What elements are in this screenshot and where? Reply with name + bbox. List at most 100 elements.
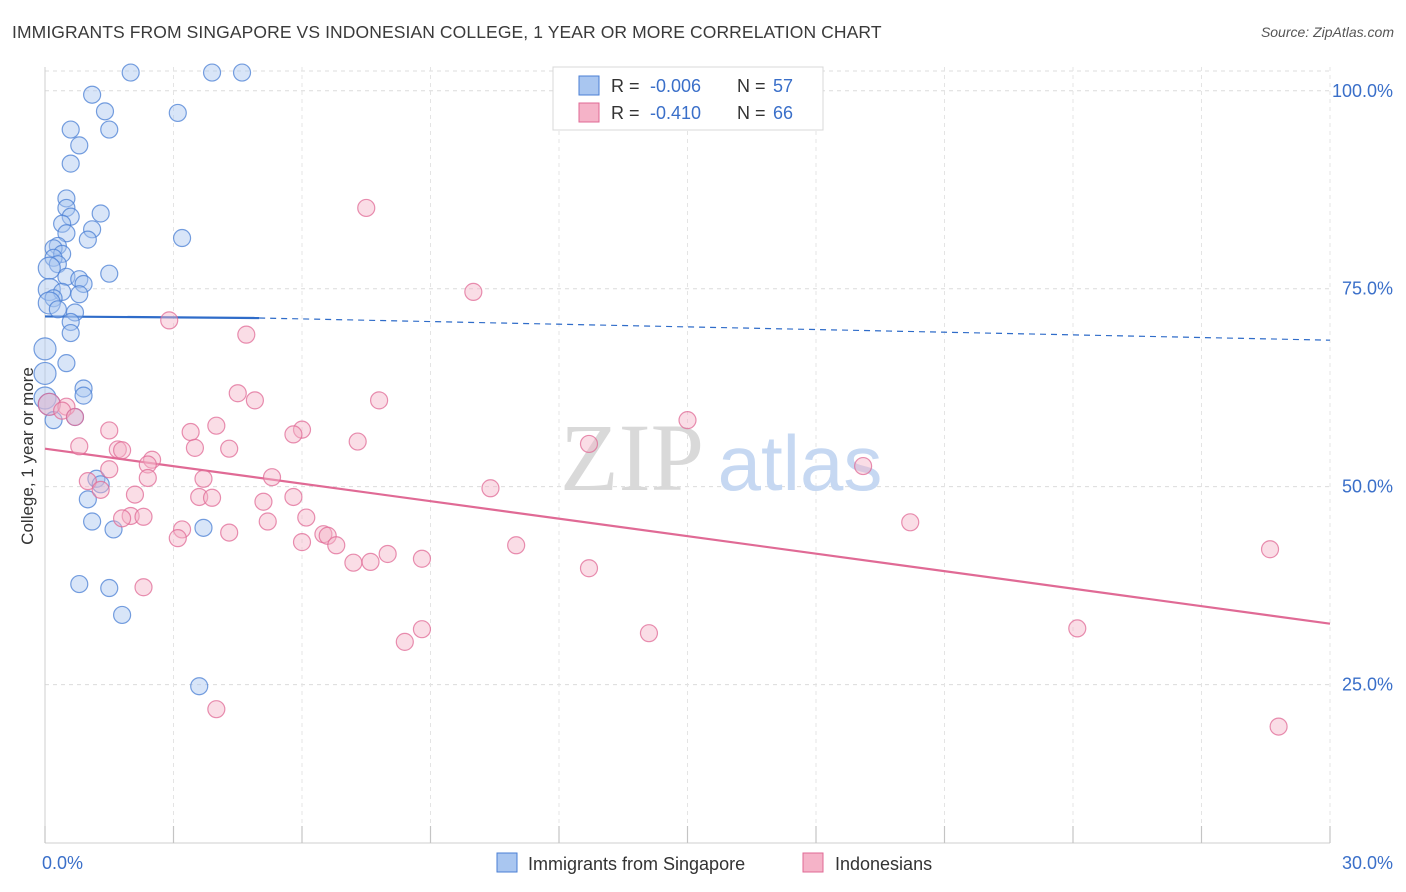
point-indonesians bbox=[138, 468, 157, 488]
point-indonesians bbox=[258, 512, 277, 531]
data-points bbox=[33, 63, 1288, 736]
point-singapore bbox=[70, 285, 89, 304]
point-indonesians bbox=[357, 198, 376, 218]
point-singapore bbox=[91, 204, 110, 223]
chart-title: IMMIGRANTS FROM SINGAPORE VS INDONESIAN … bbox=[12, 22, 882, 42]
point-indonesians bbox=[237, 325, 256, 344]
point-singapore bbox=[53, 244, 72, 263]
point-singapore bbox=[37, 291, 61, 315]
legend-n-label-pink: N = bbox=[737, 103, 766, 123]
legend-bottom-label-pink: Indonesians bbox=[835, 854, 932, 874]
point-singapore bbox=[57, 224, 76, 243]
point-singapore bbox=[57, 354, 76, 373]
point-indonesians bbox=[138, 455, 157, 474]
point-indonesians bbox=[112, 441, 132, 460]
point-indonesians bbox=[579, 559, 599, 578]
point-indonesians bbox=[579, 434, 599, 454]
point-indonesians bbox=[464, 282, 483, 301]
point-singapore bbox=[33, 337, 57, 361]
point-singapore bbox=[121, 63, 140, 82]
point-singapore bbox=[190, 677, 209, 696]
point-indonesians bbox=[220, 439, 239, 458]
trend-line-singapore bbox=[44, 315, 260, 320]
point-singapore bbox=[61, 323, 80, 343]
y-tick-labels: 100.0% 75.0% 50.0% 25.0% bbox=[1332, 81, 1393, 695]
legend-swatch-blue bbox=[578, 75, 600, 96]
point-indonesians bbox=[134, 507, 153, 526]
legend-bottom-swatch-blue bbox=[496, 852, 518, 873]
legend-r-label-blue: R = bbox=[611, 76, 640, 96]
point-indonesians bbox=[284, 487, 303, 507]
point-singapore bbox=[112, 605, 132, 625]
point-indonesians bbox=[292, 420, 312, 439]
point-indonesians bbox=[854, 456, 873, 476]
point-indonesians bbox=[1269, 717, 1288, 736]
point-singapore bbox=[48, 300, 67, 319]
legend-r-value-blue: -0.006 bbox=[650, 76, 701, 96]
point-singapore bbox=[83, 512, 102, 531]
point-indonesians bbox=[194, 469, 213, 488]
series-singapore-points bbox=[33, 63, 252, 696]
legend-bottom: Immigrants from Singapore Indonesians bbox=[496, 852, 932, 874]
point-singapore bbox=[37, 256, 61, 280]
point-indonesians bbox=[1068, 619, 1087, 638]
point-singapore bbox=[74, 379, 93, 398]
point-singapore bbox=[172, 228, 192, 248]
point-singapore bbox=[202, 63, 222, 82]
legend-n-value-blue: 57 bbox=[773, 76, 793, 96]
point-singapore bbox=[70, 574, 89, 594]
point-singapore bbox=[100, 264, 119, 283]
point-indonesians bbox=[344, 553, 363, 572]
point-indonesians bbox=[100, 460, 119, 479]
point-indonesians bbox=[370, 391, 389, 410]
point-indonesians bbox=[245, 391, 264, 410]
point-singapore bbox=[83, 220, 102, 239]
point-indonesians bbox=[678, 411, 697, 430]
point-singapore bbox=[194, 518, 213, 537]
point-indonesians bbox=[297, 508, 316, 527]
point-singapore bbox=[57, 189, 76, 208]
point-indonesians bbox=[412, 620, 432, 639]
point-indonesians bbox=[395, 632, 414, 651]
point-indonesians bbox=[91, 480, 110, 499]
point-indonesians bbox=[284, 425, 303, 444]
point-indonesians bbox=[481, 479, 500, 498]
point-singapore bbox=[100, 578, 119, 598]
point-indonesians bbox=[78, 472, 97, 491]
point-singapore bbox=[232, 63, 252, 82]
legend-bottom-label-blue: Immigrants from Singapore bbox=[528, 854, 745, 874]
y-tick-label: 25.0% bbox=[1342, 675, 1393, 695]
point-indonesians bbox=[639, 624, 659, 643]
point-indonesians bbox=[134, 578, 153, 597]
y-tick-label: 75.0% bbox=[1342, 279, 1393, 299]
point-indonesians bbox=[262, 468, 282, 487]
point-indonesians bbox=[65, 407, 85, 427]
point-indonesians bbox=[378, 544, 397, 564]
point-indonesians bbox=[901, 513, 920, 532]
point-singapore bbox=[74, 386, 93, 405]
point-indonesians bbox=[112, 509, 132, 528]
point-singapore bbox=[53, 214, 72, 233]
x-tick-label: 30.0% bbox=[1342, 853, 1393, 873]
point-indonesians bbox=[185, 438, 205, 457]
point-singapore bbox=[100, 120, 119, 139]
y-axis-label: College, 1 year or more bbox=[18, 367, 37, 545]
point-indonesians bbox=[70, 437, 89, 456]
trend-lines bbox=[44, 315, 1331, 625]
point-indonesians bbox=[37, 392, 61, 416]
series-indonesians-points bbox=[37, 198, 1288, 736]
point-indonesians bbox=[507, 536, 526, 555]
trend-line-indonesians bbox=[44, 447, 1331, 625]
point-singapore bbox=[95, 102, 115, 121]
trend-line-singapore-dashed bbox=[259, 317, 1331, 341]
point-indonesians bbox=[181, 422, 200, 442]
point-singapore bbox=[65, 303, 85, 322]
point-singapore bbox=[70, 136, 89, 155]
point-indonesians bbox=[228, 384, 247, 403]
point-indonesians bbox=[190, 487, 209, 507]
point-singapore bbox=[168, 103, 187, 123]
point-singapore bbox=[83, 85, 102, 104]
x-tick-label: 0.0% bbox=[42, 853, 83, 873]
legend-bottom-swatch-pink bbox=[802, 852, 824, 873]
